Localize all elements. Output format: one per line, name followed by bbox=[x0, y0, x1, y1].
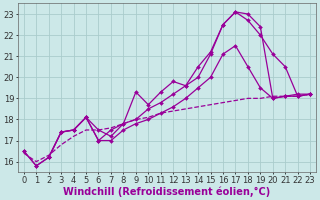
X-axis label: Windchill (Refroidissement éolien,°C): Windchill (Refroidissement éolien,°C) bbox=[63, 186, 271, 197]
